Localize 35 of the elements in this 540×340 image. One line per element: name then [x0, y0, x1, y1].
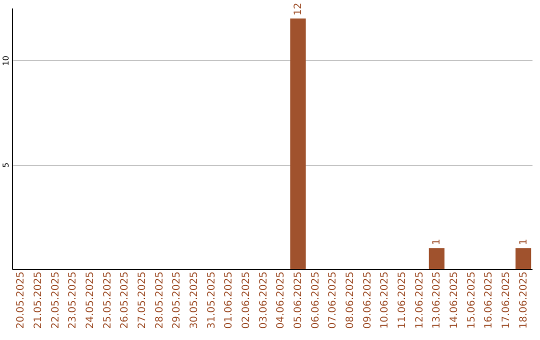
x-tick-label: 28.05.2025 — [154, 272, 166, 329]
data-label: 12 — [293, 2, 304, 16]
y-tick-label: 5 — [2, 162, 10, 168]
x-tick-label: 12.06.2025 — [414, 272, 426, 329]
x-tick-label: 22.05.2025 — [50, 272, 62, 329]
x-tick-label: 04.06.2025 — [276, 272, 287, 329]
x-tick-label: 01.06.2025 — [224, 272, 235, 329]
x-tick-label: 16.06.2025 — [484, 272, 495, 329]
x-tick-label: 02.06.2025 — [241, 272, 252, 329]
x-tick-label: 06.06.2025 — [310, 272, 322, 329]
x-tick-label: 08.06.2025 — [345, 272, 356, 329]
x-tick-label: 03.06.2025 — [258, 272, 270, 329]
x-tick-label: 13.06.2025 — [432, 272, 443, 329]
x-tick-label: 11.06.2025 — [397, 272, 408, 329]
data-label: 1 — [518, 238, 530, 246]
y-tick-label: 10 — [2, 56, 10, 66]
x-tick-label: 14.06.2025 — [449, 272, 460, 329]
x-tick-label: 15.06.2025 — [466, 272, 478, 329]
x-tick-label: 29.05.2025 — [172, 272, 183, 329]
x-tick-label: 05.06.2025 — [293, 272, 304, 329]
x-tick-label: 24.05.2025 — [85, 272, 96, 329]
x-tick-label: 09.06.2025 — [362, 272, 374, 329]
x-tick-label: 27.05.2025 — [137, 272, 148, 329]
x-tick-label: 25.05.2025 — [102, 272, 114, 329]
data-label: 1 — [432, 238, 443, 246]
x-tick-label: 26.05.2025 — [120, 272, 131, 329]
x-tick-label: 30.05.2025 — [189, 272, 200, 329]
x-tick-label: 21.05.2025 — [33, 272, 44, 329]
x-tick-label: 31.05.2025 — [206, 272, 218, 329]
x-tick-label: 18.06.2025 — [518, 272, 530, 329]
x-tick-label: 20.05.2025 — [16, 272, 27, 329]
x-tick-label: 23.05.2025 — [68, 272, 79, 329]
x-tick-label: 17.06.2025 — [501, 272, 512, 329]
x-tick-label: 07.06.2025 — [328, 272, 339, 329]
x-tick-label: 10.06.2025 — [380, 272, 391, 329]
